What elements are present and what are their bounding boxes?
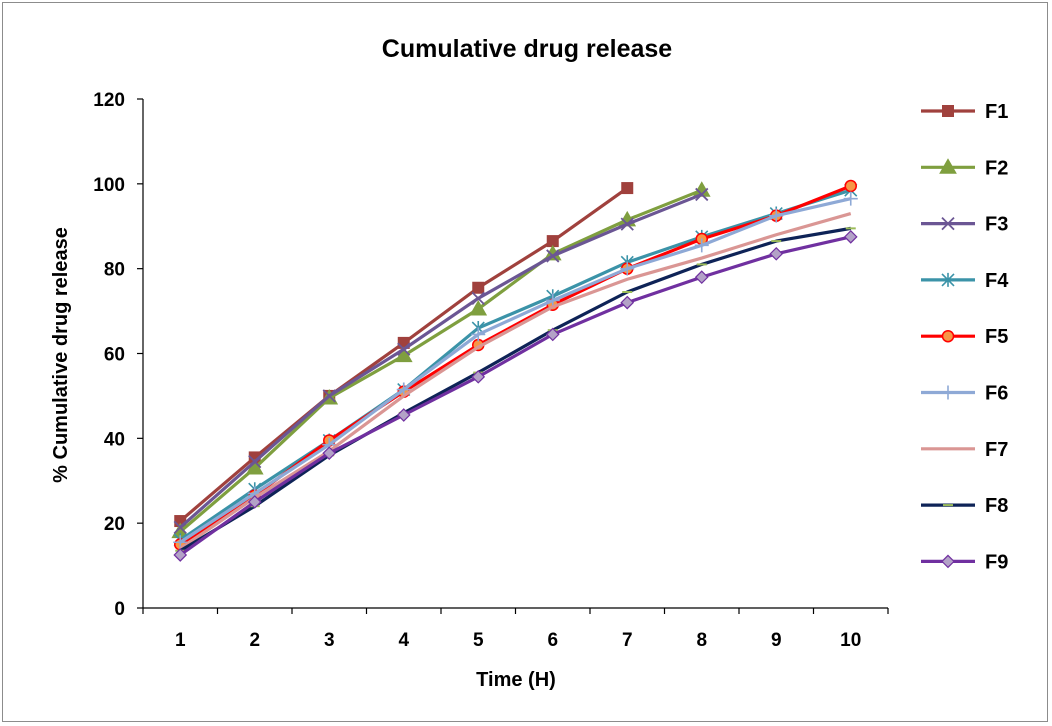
legend-swatch-marker (941, 329, 955, 343)
data-point (248, 455, 262, 469)
series-line (179, 188, 852, 542)
legend-item-f3: F3 (921, 214, 1008, 236)
data-point (694, 270, 709, 284)
legend-swatch-marker (941, 216, 955, 231)
x-tick-label: 2 (249, 630, 260, 651)
x-tick-label: 7 (622, 630, 633, 651)
legend-item-f5: F5 (921, 326, 1008, 348)
legend-item-f6: F6 (921, 383, 1008, 405)
x-tick-label: 8 (696, 630, 707, 651)
data-point (471, 327, 486, 342)
series-f3 (173, 187, 709, 535)
data-point (173, 548, 188, 562)
x-tick-label: 9 (771, 630, 782, 651)
series-line (179, 235, 852, 557)
data-point (545, 327, 560, 342)
x-tick-label: 10 (840, 630, 861, 651)
data-point (396, 408, 411, 422)
y-tick-label: 20 (104, 514, 125, 535)
x-tick-label: 5 (473, 630, 484, 651)
legend-swatch-marker (941, 272, 955, 287)
axes: 0 20 40 60 80 100 120 1 2 3 4 5 6 7 8 9 10 (93, 90, 889, 651)
data-point (695, 187, 709, 202)
y-tick-label: 0 (114, 599, 125, 620)
data-point (843, 230, 858, 244)
y-tick-label: 80 (104, 260, 125, 281)
data-point (247, 495, 262, 509)
series-line (179, 197, 852, 544)
legend-item-f4: F4 (921, 270, 1009, 292)
x-tick-label: 6 (547, 630, 558, 651)
data-point (322, 446, 337, 461)
legend-item-f7: F7 (921, 439, 1008, 461)
legend-label: F3 (985, 214, 1008, 236)
legend-label: F9 (985, 551, 1008, 573)
legend-label: F8 (985, 495, 1008, 517)
legend: F1 F2 F3 F4 F5 F6 F7 F8 F9 (921, 101, 1009, 573)
data-point (394, 346, 413, 363)
legend-label: F4 (985, 270, 1009, 292)
y-tick-label: 40 (104, 429, 125, 450)
data-point (844, 179, 857, 193)
data-point (769, 208, 784, 223)
data-point (322, 389, 336, 403)
x-tick-label: 4 (398, 630, 409, 651)
legend-label: F2 (985, 157, 1008, 179)
legend-label: F6 (985, 383, 1008, 405)
data-point (620, 295, 635, 310)
data-point (471, 291, 485, 305)
series-f6 (173, 191, 858, 550)
series-f5 (174, 179, 857, 551)
y-tick-label: 120 (93, 90, 125, 111)
line-chart: Cumulative drug release 0 20 40 60 80 100 120 1… (50, 35, 1009, 691)
series-line (179, 192, 703, 529)
data-point (471, 369, 486, 384)
data-point (621, 182, 634, 195)
legend-swatch-marker (941, 385, 955, 400)
data-point (620, 217, 634, 231)
legend-item-f9: F9 (921, 551, 1008, 573)
legend-swatch-marker (939, 158, 957, 174)
x-tick-label: 1 (175, 630, 186, 651)
series-f7 (179, 211, 852, 550)
data-point (694, 238, 709, 253)
data-point (469, 299, 488, 316)
y-axis-title: % Cumulative drug release (50, 227, 72, 483)
series-layer (171, 179, 858, 562)
series-line (179, 211, 852, 550)
legend-item-f8: F8 (921, 495, 1008, 517)
series-f9 (173, 230, 858, 562)
series-line (179, 184, 852, 546)
data-point (472, 281, 485, 294)
data-point (843, 191, 858, 206)
data-point (769, 246, 784, 261)
data-point (620, 261, 635, 276)
y-tick-label: 100 (93, 175, 125, 196)
y-tick-label: 60 (104, 345, 125, 366)
legend-swatch-marker (941, 554, 955, 569)
legend-label: F1 (985, 101, 1008, 123)
data-point (546, 249, 560, 263)
x-axis-title: Time (H) (476, 669, 556, 691)
series-line (179, 226, 852, 553)
legend-swatch-marker (942, 105, 954, 117)
data-point (397, 342, 411, 356)
chart-title: Cumulative drug release (382, 35, 672, 63)
legend-label: F5 (985, 326, 1008, 348)
legend-item-f1: F1 (921, 101, 1008, 123)
legend-label: F7 (985, 439, 1008, 461)
series-line (179, 188, 703, 533)
x-tick-label: 3 (324, 630, 335, 651)
data-point (173, 520, 187, 535)
legend-item-f2: F2 (921, 157, 1008, 179)
